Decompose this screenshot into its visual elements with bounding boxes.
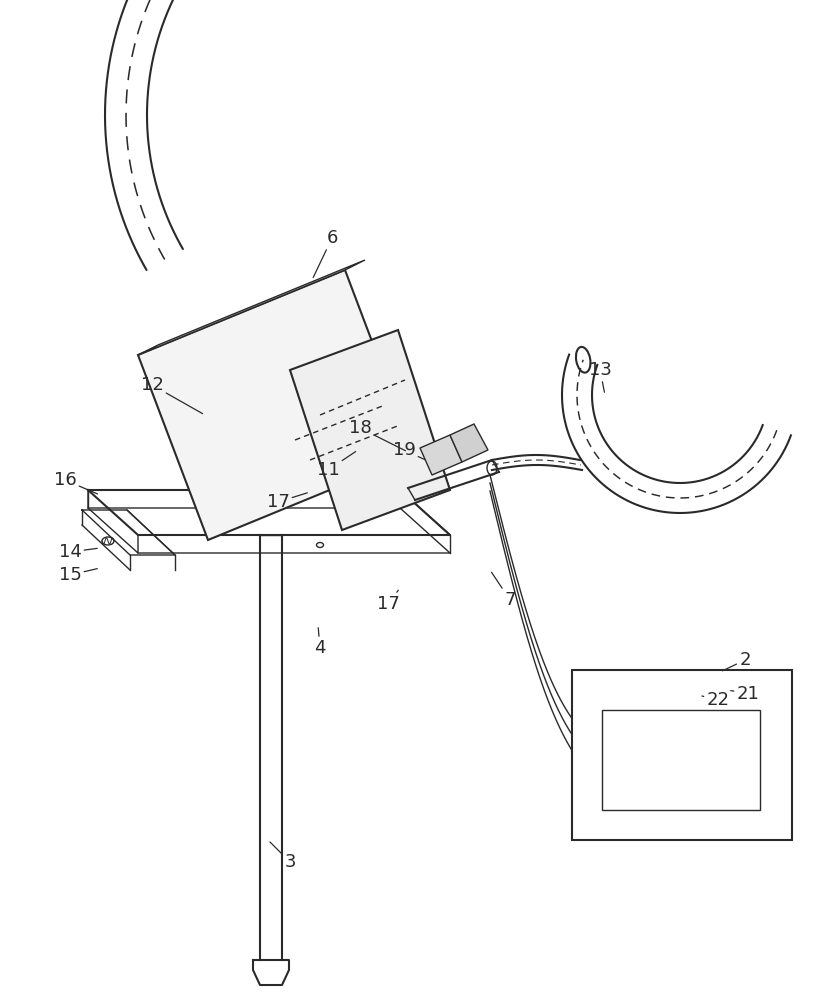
Text: 22: 22 <box>702 691 730 709</box>
Bar <box>602 710 760 810</box>
Text: 2: 2 <box>722 651 750 671</box>
Text: 16: 16 <box>54 471 97 494</box>
Polygon shape <box>138 270 415 540</box>
Text: 12: 12 <box>140 376 203 414</box>
Text: 7: 7 <box>492 572 516 609</box>
Text: 21: 21 <box>730 685 760 703</box>
Polygon shape <box>138 260 365 355</box>
Polygon shape <box>450 424 488 462</box>
Polygon shape <box>420 435 462 475</box>
Text: 18: 18 <box>349 419 406 451</box>
Text: 13: 13 <box>588 361 612 392</box>
Text: 3: 3 <box>270 842 296 871</box>
Text: 15: 15 <box>58 566 97 584</box>
Text: 11: 11 <box>317 452 356 479</box>
Text: 6: 6 <box>313 229 337 277</box>
Polygon shape <box>290 330 450 530</box>
Text: 4: 4 <box>314 628 326 657</box>
Text: 17: 17 <box>376 590 400 613</box>
Text: 17: 17 <box>267 493 307 511</box>
Bar <box>572 670 792 840</box>
Text: 19: 19 <box>392 441 427 461</box>
Text: 14: 14 <box>58 543 97 561</box>
